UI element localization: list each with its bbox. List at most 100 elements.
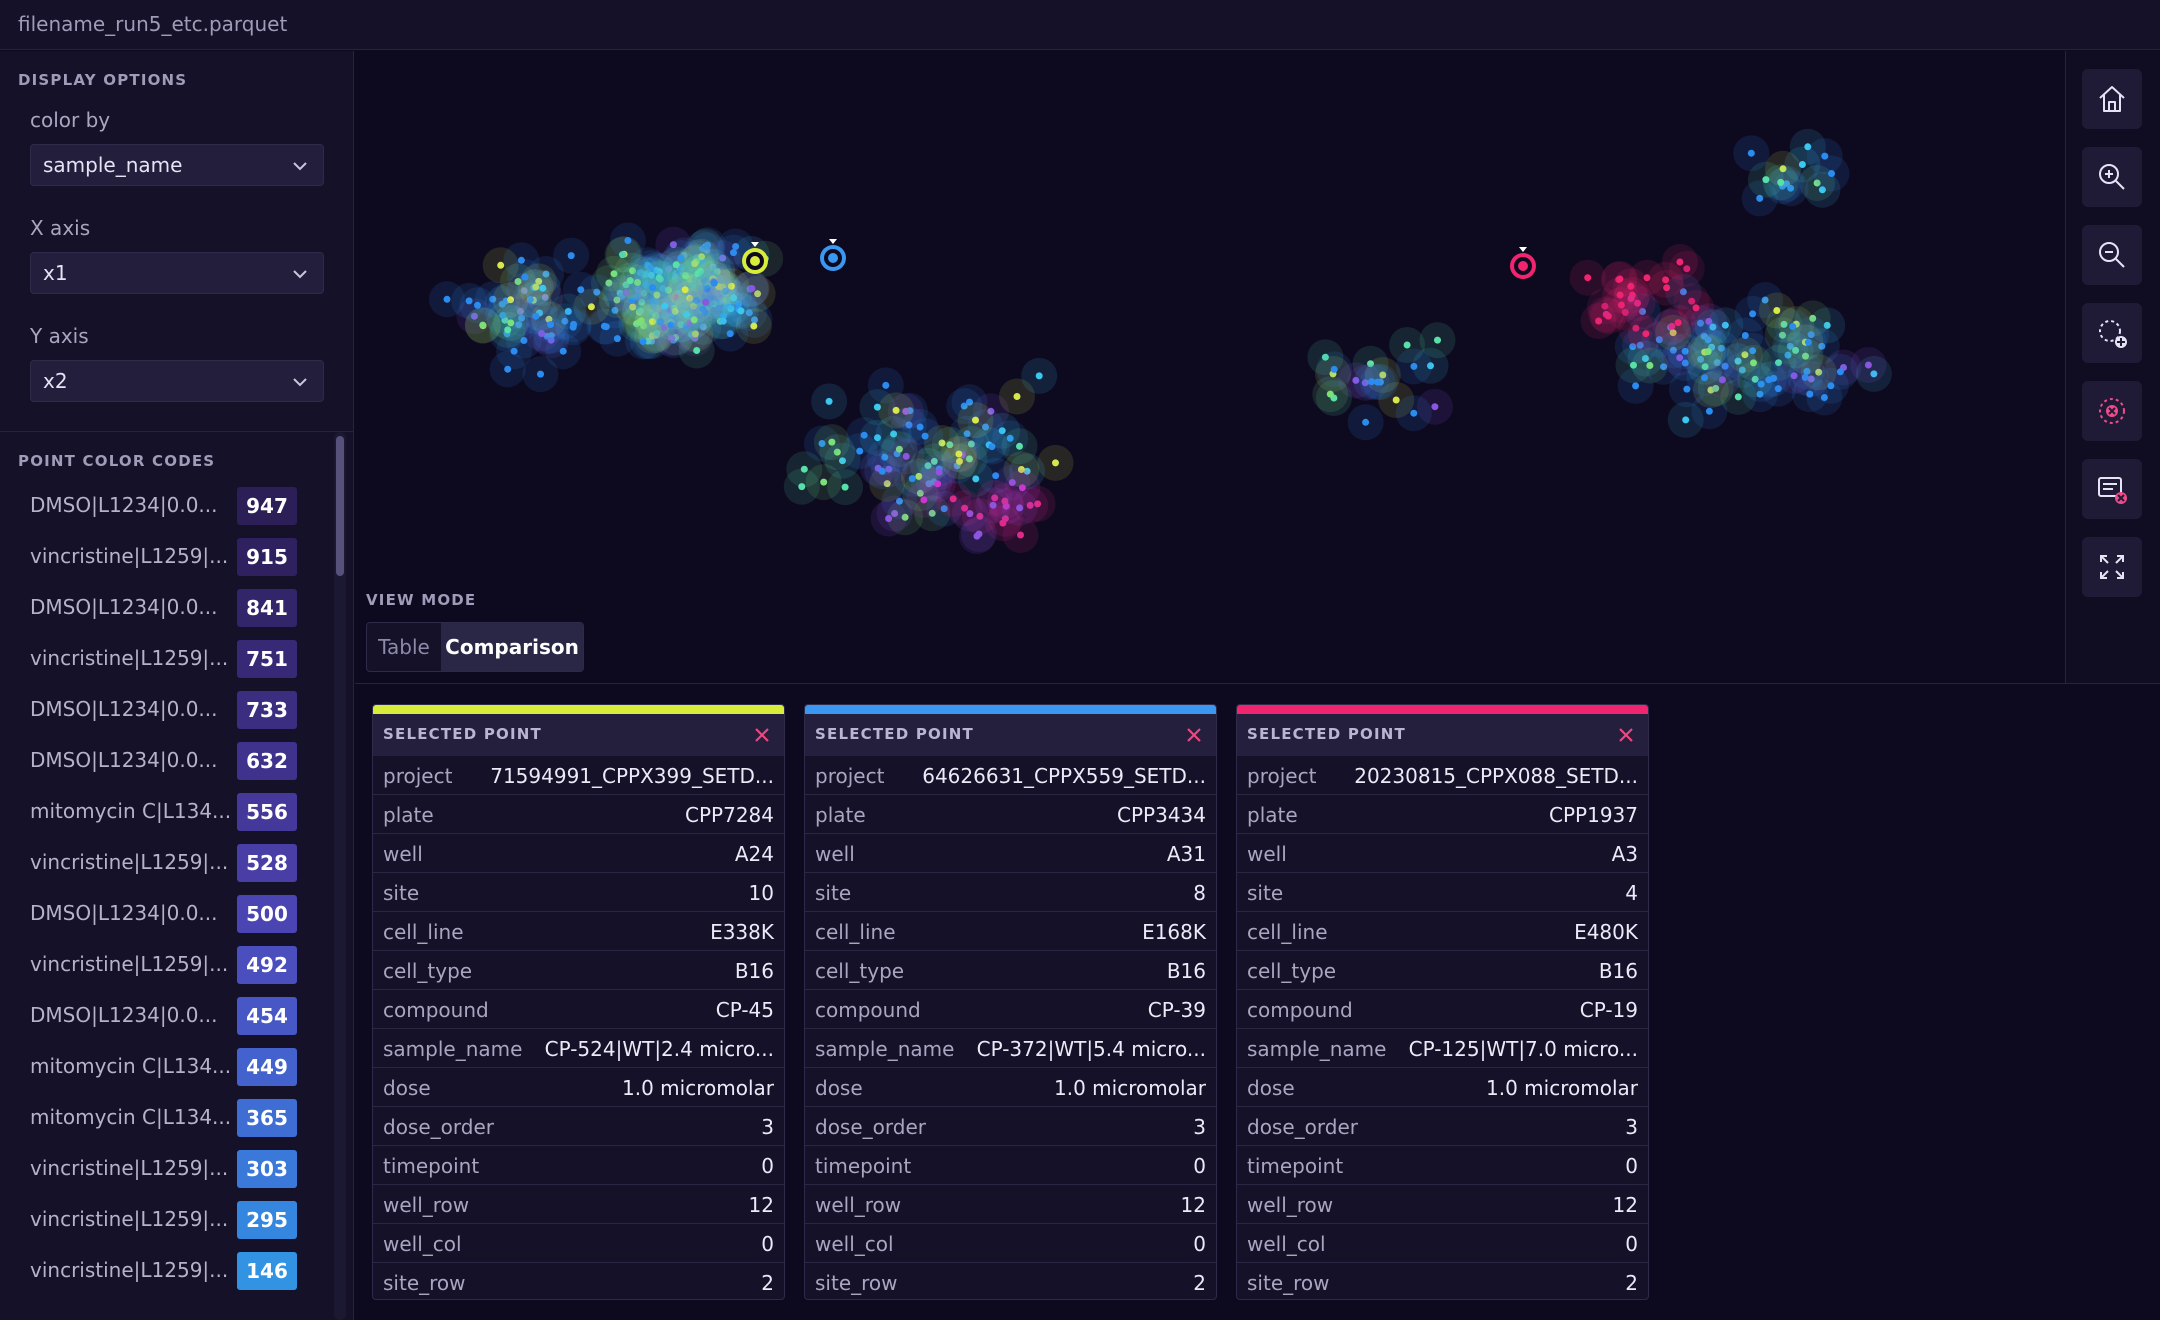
data-point[interactable] [748,285,756,292]
selected-point-marker[interactable] [742,242,768,274]
data-point[interactable] [1773,307,1781,314]
data-point[interactable] [1023,467,1031,475]
data-point[interactable] [629,267,636,275]
data-point[interactable] [949,495,957,503]
data-point[interactable] [1595,317,1603,325]
data-point[interactable] [1801,373,1809,381]
legend-item[interactable]: DMSO|L1234|0.0... 500 [0,889,320,940]
data-point[interactable] [657,318,665,326]
data-point[interactable] [1761,296,1769,304]
data-point[interactable] [720,312,727,320]
data-point[interactable] [653,306,661,314]
x-axis-select[interactable]: x1 [30,252,324,294]
data-point[interactable] [629,303,637,311]
data-point[interactable] [1629,343,1637,351]
data-point[interactable] [955,450,963,458]
data-point[interactable] [1762,176,1770,184]
data-point[interactable] [535,277,543,285]
data-point[interactable] [1734,357,1742,365]
data-point[interactable] [610,270,618,278]
data-point[interactable] [891,510,899,517]
data-point[interactable] [975,530,983,538]
lasso-add-button[interactable] [2082,303,2142,363]
data-point[interactable] [1669,329,1677,337]
data-point[interactable] [1774,385,1782,393]
data-point[interactable] [1804,338,1812,346]
data-point[interactable] [634,286,642,294]
data-point[interactable] [1431,403,1439,411]
view-mode-comparison[interactable]: Comparison [441,623,583,671]
data-point[interactable] [1660,363,1668,371]
data-point[interactable] [1681,359,1689,367]
data-point[interactable] [902,452,910,460]
data-point[interactable] [647,264,655,272]
data-point[interactable] [694,270,702,278]
data-point[interactable] [839,457,846,465]
data-point[interactable] [713,267,721,275]
data-point[interactable] [1410,362,1418,370]
data-point[interactable] [833,448,841,456]
data-point[interactable] [1017,531,1024,539]
data-point[interactable] [745,309,753,317]
data-point[interactable] [683,311,690,319]
data-point[interactable] [699,245,707,253]
data-point[interactable] [465,297,473,305]
data-point[interactable] [564,308,572,315]
data-point[interactable] [719,317,727,325]
data-point[interactable] [1705,317,1713,325]
data-point[interactable] [972,475,980,483]
data-point[interactable] [966,455,973,463]
data-point[interactable] [1870,370,1878,378]
data-point[interactable] [916,489,924,497]
data-point[interactable] [559,347,567,355]
data-point[interactable] [963,430,971,438]
data-point[interactable] [727,305,735,313]
data-point[interactable] [1688,297,1696,305]
data-point[interactable] [1786,342,1794,350]
data-point[interactable] [1434,336,1441,344]
data-point[interactable] [489,295,497,303]
data-point[interactable] [1368,378,1376,386]
data-point[interactable] [1780,320,1788,328]
data-point[interactable] [860,431,868,439]
data-point[interactable] [1013,393,1021,400]
data-point[interactable] [1646,362,1654,369]
data-point[interactable] [916,423,924,431]
data-point[interactable] [1820,394,1828,401]
data-point[interactable] [1792,346,1800,354]
data-point[interactable] [1682,416,1690,424]
data-point[interactable] [1789,323,1797,330]
data-point[interactable] [515,321,523,329]
data-point[interactable] [800,465,808,473]
data-point[interactable] [1017,466,1025,473]
data-point[interactable] [1392,396,1400,404]
data-point[interactable] [1634,299,1641,307]
clear-list-button[interactable] [2082,459,2142,519]
data-point[interactable] [547,332,555,340]
data-point[interactable] [1006,434,1014,442]
data-point[interactable] [1016,442,1023,450]
data-point[interactable] [935,468,943,476]
data-point[interactable] [677,254,685,262]
data-point[interactable] [1683,265,1691,273]
data-point[interactable] [1697,319,1704,327]
data-point[interactable] [561,317,569,325]
data-point[interactable] [1674,319,1682,327]
data-point[interactable] [1827,382,1835,390]
data-point[interactable] [655,274,663,282]
data-point[interactable] [1818,342,1826,350]
clear-selection-button[interactable] [2082,381,2142,441]
data-point[interactable] [652,312,660,320]
data-point[interactable] [649,318,656,326]
data-point[interactable] [526,296,534,303]
data-point[interactable] [1806,390,1814,398]
data-point[interactable] [661,302,669,310]
data-point[interactable] [681,272,689,280]
data-point[interactable] [709,263,717,271]
data-point[interactable] [704,241,712,249]
data-point[interactable] [1823,321,1831,329]
data-point[interactable] [660,323,668,331]
data-point[interactable] [940,505,948,513]
data-point[interactable] [691,275,699,283]
data-point[interactable] [902,407,910,415]
